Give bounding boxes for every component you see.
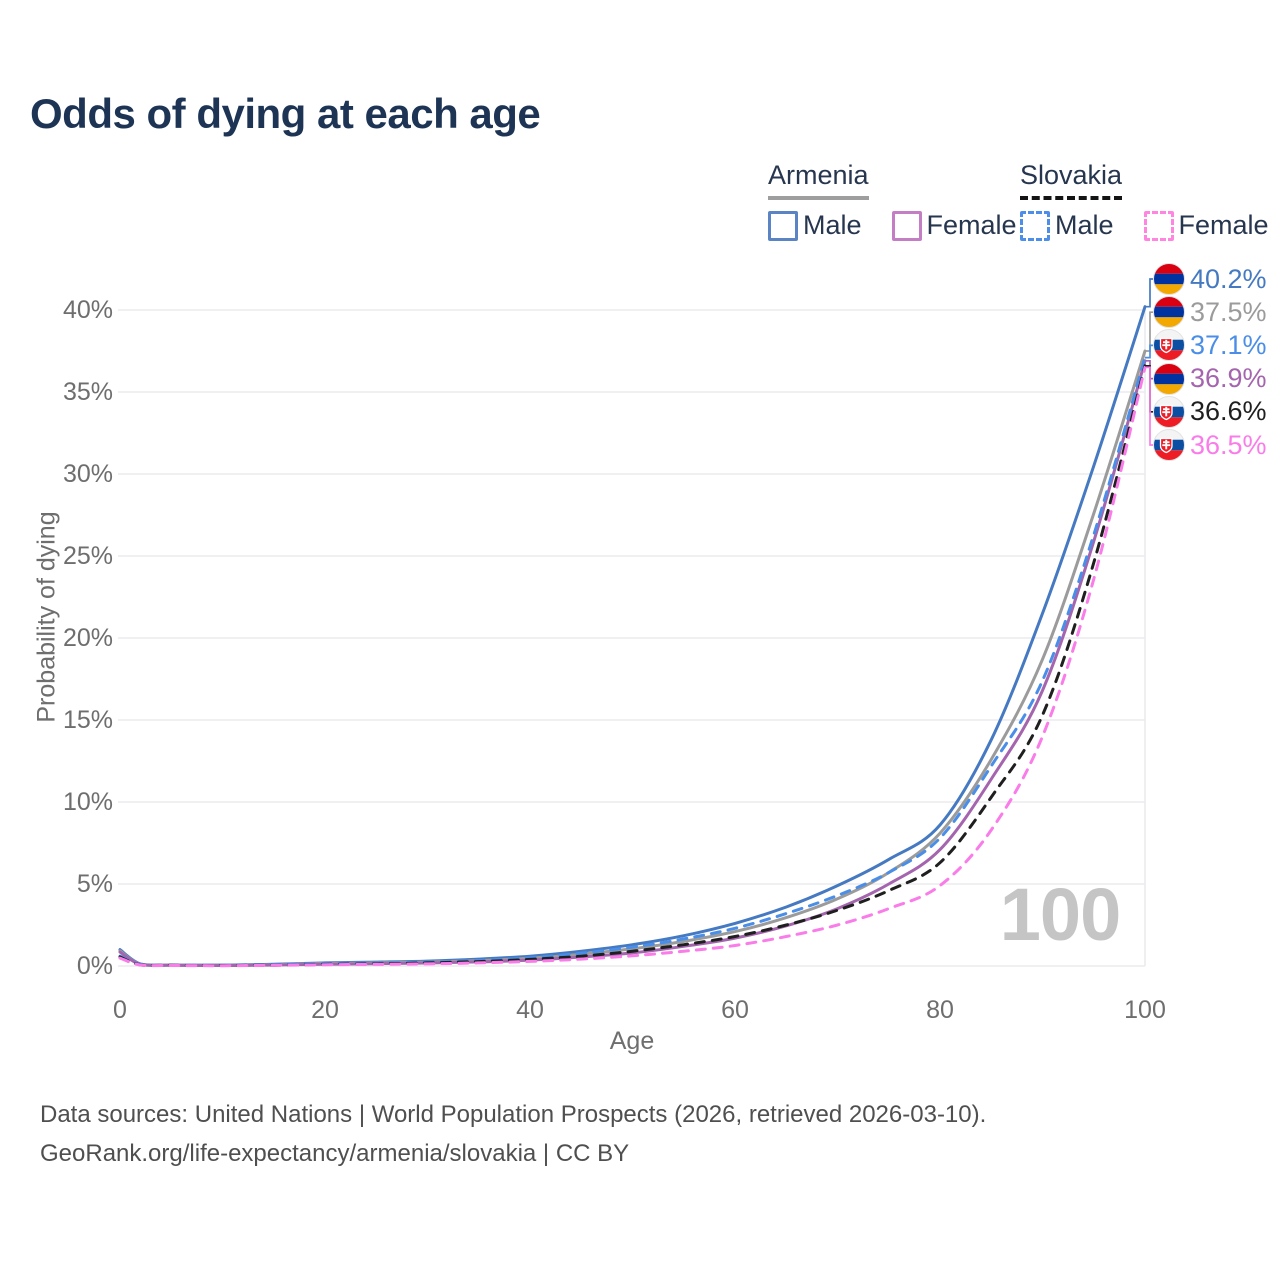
armenia-flag-icon: [1153, 362, 1185, 395]
legend-title-armenia: Armenia: [768, 160, 869, 200]
end-label-slovakia-male: 37.1%: [1153, 328, 1267, 362]
legend-item-slovakia-female[interactable]: Female: [1143, 210, 1269, 241]
end-label-value: 36.9%: [1190, 363, 1267, 394]
end-label-slovakia-female: 36.5%: [1153, 428, 1267, 462]
armenia-male-swatch: [768, 210, 798, 241]
legend-group-armenia: Armenia Male Female: [768, 160, 1017, 241]
slovakia-male-swatch: [1020, 210, 1050, 241]
end-label-value: 36.5%: [1190, 429, 1267, 460]
y-tick-label: 30%: [62, 460, 113, 488]
page-title: Odds of dying at each age: [30, 90, 541, 137]
legend-title-slovakia: Slovakia: [1020, 160, 1123, 200]
leader-line: [1145, 278, 1153, 308]
legend-group-slovakia: Slovakia Male Female: [1020, 160, 1269, 241]
x-tick-label: 20: [311, 996, 339, 1024]
age-watermark: 100: [999, 873, 1121, 956]
armenia-female-swatch: [891, 210, 922, 241]
end-label-value: 36.6%: [1190, 396, 1267, 427]
legend-item-label: Male: [803, 210, 862, 240]
x-tick-label: 0: [113, 996, 127, 1024]
legend-item-label: Female: [926, 210, 1017, 240]
footer-sources-line: Data sources: United Nations | World Pop…: [40, 1101, 987, 1128]
gridlines: [118, 306, 1146, 967]
series-line-slovakia: [118, 364, 1147, 967]
legend-item-armenia-female[interactable]: Female: [891, 210, 1017, 241]
end-label-slovakia: 36.6%: [1153, 395, 1267, 429]
end-label-value: 37.1%: [1190, 329, 1267, 360]
x-tick-label: 60: [721, 996, 749, 1024]
series-line-slovakia-female: [118, 365, 1147, 968]
y-axis-title: Probability of dying: [32, 511, 61, 723]
y-tick-label: 5%: [76, 870, 113, 898]
y-tick-label: 0%: [76, 952, 113, 980]
leader-line: [1145, 344, 1153, 359]
end-label-armenia-male: 40.2%: [1153, 262, 1267, 296]
leader-line: [1145, 364, 1153, 413]
y-tick-label: 20%: [62, 624, 113, 652]
slovakia-female-swatch: [1143, 210, 1174, 241]
leader-line: [1145, 311, 1153, 352]
armenia-flag-icon: [1153, 263, 1185, 295]
series-line-slovakia-male: [118, 356, 1147, 967]
series-lines: [118, 305, 1147, 968]
end-label-value: 37.5%: [1190, 296, 1267, 327]
y-tick-label: 15%: [62, 706, 113, 734]
legend-item-armenia-male[interactable]: Male: [768, 210, 862, 241]
legend-item-label: Female: [1178, 210, 1269, 240]
armenia-flag-icon: [1153, 296, 1185, 329]
y-tick-label: 25%: [62, 542, 113, 570]
y-tick-label: 40%: [62, 296, 113, 324]
end-label-value: 40.2%: [1190, 263, 1267, 294]
series-line-armenia: [118, 349, 1147, 967]
x-axis-title: Age: [609, 1027, 655, 1055]
y-tick-label: 10%: [62, 788, 113, 816]
legend-item-label: Male: [1055, 210, 1114, 240]
footer-attribution-line: GeoRank.org/life-expectancy/armenia/slov…: [40, 1140, 630, 1167]
slovakia-flag-icon: [1153, 429, 1185, 461]
end-label-armenia: 37.5%: [1153, 295, 1267, 329]
series-line-armenia-male: [118, 305, 1147, 967]
series-line-armenia-female: [118, 359, 1147, 968]
x-tick-label: 80: [926, 996, 954, 1024]
slovakia-flag-icon: [1153, 395, 1185, 428]
x-tick-label: 100: [1124, 996, 1166, 1024]
end-label-armenia-female: 36.9%: [1153, 362, 1267, 396]
y-tick-label: 35%: [62, 378, 113, 406]
slovakia-flag-icon: [1153, 329, 1185, 362]
footer: Data sources: United Nations | World Pop…: [40, 1095, 986, 1173]
leader-line: [1145, 359, 1153, 380]
end-label-leaders: [1145, 278, 1153, 446]
leader-line: [1145, 366, 1153, 446]
x-tick-label: 40: [516, 996, 544, 1024]
legend-item-slovakia-male[interactable]: Male: [1020, 210, 1114, 241]
